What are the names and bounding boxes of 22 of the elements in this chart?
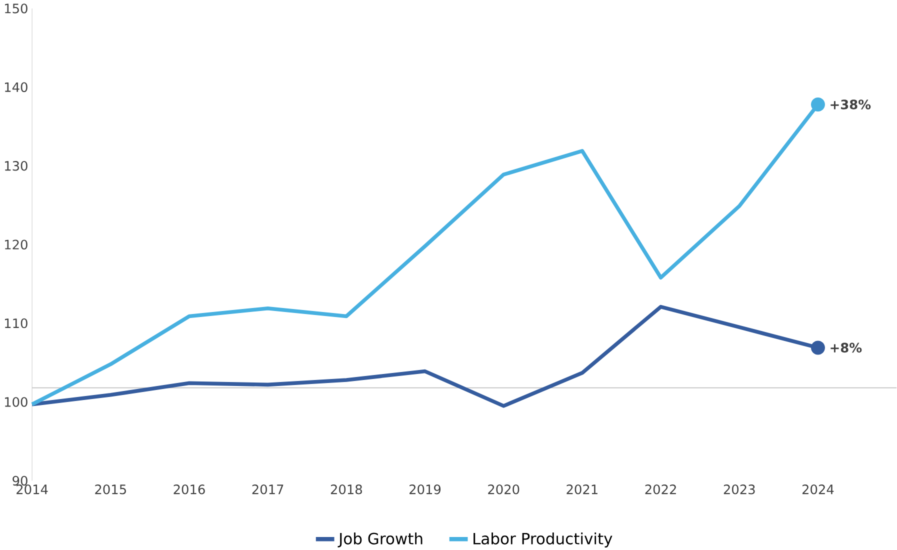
x-tick-label: 2021: [566, 484, 598, 494]
x-tick-label: 2019: [410, 484, 441, 494]
x-tick-label: 2018: [330, 484, 362, 494]
y-tick-label: 130: [5, 160, 28, 171]
y-tick-label: 110: [5, 318, 28, 328]
annotation: +38%: [830, 100, 871, 110]
x-tick-label: 2017: [252, 484, 284, 494]
y-tick-label: 140: [5, 82, 28, 92]
legend-label: Labor Productivity: [474, 532, 612, 548]
x-tick-label: 2020: [488, 484, 520, 494]
annotation: +8%: [830, 342, 862, 353]
x-tick-label: 2014: [16, 484, 48, 494]
x-tick-label: 2015: [95, 484, 126, 494]
x-tick-label: 2023: [724, 484, 755, 494]
y-tick-label: 150: [5, 4, 28, 14]
x-tick-label: 2022: [645, 484, 676, 494]
y-tick-label: 120: [5, 240, 28, 250]
x-tick-label: 2016: [174, 484, 205, 494]
y-tick-label: 100: [5, 397, 28, 407]
x-tick-label: 2024: [802, 484, 834, 494]
y-tick-label: 90: [12, 476, 28, 486]
legend-label: Job Growth: [338, 532, 422, 548]
